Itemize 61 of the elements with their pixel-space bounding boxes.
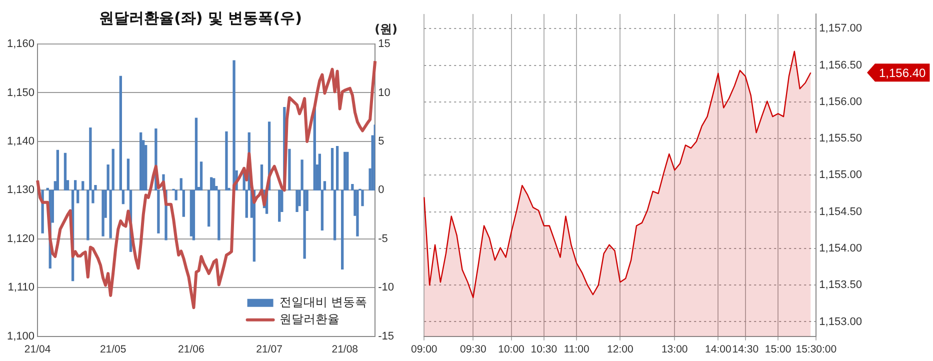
bar	[139, 132, 142, 191]
y-tick-label: 1,120	[6, 232, 35, 245]
y-tick-label: 1,156.50	[819, 59, 862, 72]
y2-tick-label: -10	[378, 282, 394, 294]
bar	[102, 190, 104, 236]
bar	[288, 148, 291, 191]
y-tick-label: 1,160	[6, 38, 35, 50]
y-tick-label: 1,155.00	[819, 169, 862, 182]
y2-tick-label: 5	[378, 136, 384, 148]
y2-tick-label: -5	[378, 232, 388, 245]
y-tick-label: 1,100	[6, 330, 35, 342]
bar	[296, 190, 298, 212]
x-tick-label: 15:30:00	[796, 344, 837, 356]
bar	[218, 190, 220, 240]
y-tick-label: 1,140	[6, 136, 35, 148]
bar	[346, 152, 349, 191]
x-tick-label: 13:00	[661, 344, 688, 356]
x-tick-label: 14:30	[732, 344, 759, 356]
x-tick-label: 21/06	[178, 344, 204, 356]
bar	[278, 190, 281, 222]
x-tick-label: 09:00	[410, 344, 438, 356]
x-tick-label: 10:00	[498, 344, 525, 356]
bar	[82, 181, 84, 191]
y-tick-label: 1,150	[6, 86, 35, 99]
y2-tick-label: 0	[378, 184, 384, 196]
bar	[56, 150, 60, 191]
x-tick-label: 12:00	[607, 344, 634, 356]
y-tick-label: 1,153.50	[819, 279, 862, 292]
y-tick-label: 1,155.50	[819, 132, 862, 145]
y-tick-label: 1,130	[6, 184, 35, 196]
y-tick-label: 1,110	[8, 282, 35, 294]
bar	[174, 190, 178, 200]
bar	[64, 152, 67, 191]
x-tick-label: 21/08	[332, 344, 358, 356]
x-tick-label: 14:00	[705, 344, 732, 356]
bar	[225, 131, 228, 191]
x-tick-label: 11:00	[564, 344, 590, 356]
x-tick-label: 21/04	[24, 344, 51, 356]
legend-label: 전일대비 변동폭	[279, 295, 368, 310]
bar	[190, 190, 193, 236]
y-tick-label: 1,153.00	[819, 316, 862, 328]
chart-title: 원달러환율(좌) 및 변동폭(우)	[99, 8, 302, 27]
legend-label: 원달러환율	[279, 312, 340, 326]
x-tick-label: 10:30	[530, 344, 558, 356]
bar	[361, 190, 364, 206]
y-tick-label: 1,154.00	[819, 242, 862, 255]
bar	[356, 190, 359, 236]
x-tick-label: 21/05	[100, 344, 126, 356]
bar	[212, 178, 216, 191]
bar	[200, 162, 203, 191]
x-tick-label: 15:00	[764, 344, 792, 356]
x-tick-label: 09:30	[460, 344, 486, 356]
y-tick-label: 1,154.50	[819, 206, 862, 218]
text: 1,156.40	[879, 66, 926, 80]
y2-axis-title: (원)	[374, 22, 398, 36]
y2-tick-label: -15	[378, 330, 394, 342]
y-tick-label: 1,156.00	[819, 96, 862, 108]
y-tick-label: 1,157.00	[819, 22, 862, 35]
y2-tick-label: 15	[378, 38, 390, 50]
x-tick-label: 21/07	[256, 344, 283, 356]
y2-tick-label: 10	[378, 86, 390, 99]
